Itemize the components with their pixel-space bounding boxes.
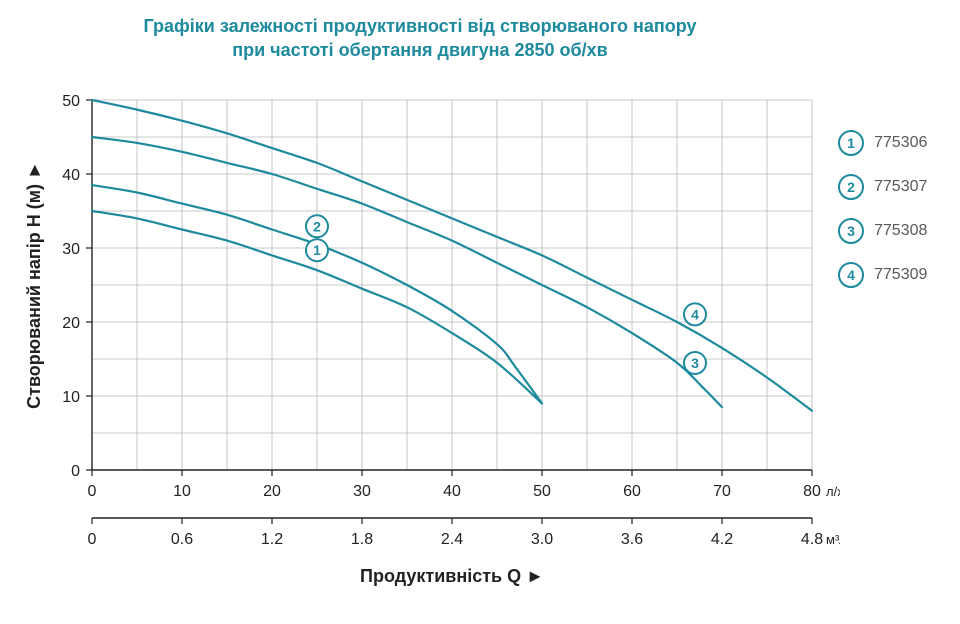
svg-text:20: 20: [62, 315, 80, 332]
legend-row: 4 775309: [838, 262, 948, 288]
svg-text:10: 10: [173, 483, 191, 500]
legend: 1 775306 2 775307 3 775308 4 775309: [838, 130, 948, 306]
svg-text:4.8: 4.8: [801, 531, 823, 548]
svg-text:0: 0: [71, 463, 80, 480]
chart-title: Графіки залежності продуктивності від ст…: [0, 14, 840, 63]
legend-row: 3 775308: [838, 218, 948, 244]
svg-text:0.6: 0.6: [171, 531, 193, 548]
legend-label: 775306: [874, 134, 927, 152]
svg-text:3.0: 3.0: [531, 531, 553, 548]
svg-text:л/хв: л/хв: [826, 484, 840, 499]
legend-label: 775308: [874, 222, 927, 240]
svg-text:Продуктивність Q ►: Продуктивність Q ►: [360, 566, 544, 586]
title-line-1: Графіки залежності продуктивності від ст…: [144, 16, 697, 36]
svg-text:60: 60: [623, 483, 641, 500]
svg-text:2.4: 2.4: [441, 531, 463, 548]
svg-text:1: 1: [313, 242, 321, 258]
legend-row: 2 775307: [838, 174, 948, 200]
svg-text:2: 2: [313, 218, 321, 234]
svg-text:4: 4: [691, 306, 699, 322]
svg-text:3: 3: [691, 355, 699, 371]
svg-text:0: 0: [88, 531, 97, 548]
svg-text:1.8: 1.8: [351, 531, 373, 548]
legend-marker: 3: [838, 218, 864, 244]
svg-text:40: 40: [62, 167, 80, 184]
legend-label: 775307: [874, 178, 927, 196]
svg-text:10: 10: [62, 389, 80, 406]
svg-text:40: 40: [443, 483, 461, 500]
svg-text:50: 50: [533, 483, 551, 500]
legend-marker: 4: [838, 262, 864, 288]
legend-label: 775309: [874, 266, 927, 284]
svg-text:0: 0: [88, 483, 97, 500]
svg-text:30: 30: [353, 483, 371, 500]
svg-text:м³/год: м³/год: [826, 532, 840, 547]
chart-area: 0 10 20 30 40 50 0 10 20 30 40 50 60 70 80 л/хв 0 0.6 1.2 1…: [20, 90, 840, 610]
svg-text:70: 70: [713, 483, 731, 500]
performance-chart: 0 10 20 30 40 50 0 10 20 30 40 50 60 70 80 л/хв 0 0.6 1.2 1…: [20, 90, 840, 610]
legend-marker: 1: [838, 130, 864, 156]
svg-text:4.2: 4.2: [711, 531, 733, 548]
svg-text:30: 30: [62, 241, 80, 258]
svg-text:3.6: 3.6: [621, 531, 643, 548]
legend-marker: 2: [838, 174, 864, 200]
svg-text:20: 20: [263, 483, 281, 500]
svg-text:50: 50: [62, 93, 80, 110]
svg-text:80: 80: [803, 483, 821, 500]
svg-text:Створюваний напір Н (м) ►: Створюваний напір Н (м) ►: [24, 161, 44, 409]
svg-text:1.2: 1.2: [261, 531, 283, 548]
title-line-2: при частоті обертання двигуна 2850 об/хв: [232, 40, 608, 60]
legend-row: 1 775306: [838, 130, 948, 156]
